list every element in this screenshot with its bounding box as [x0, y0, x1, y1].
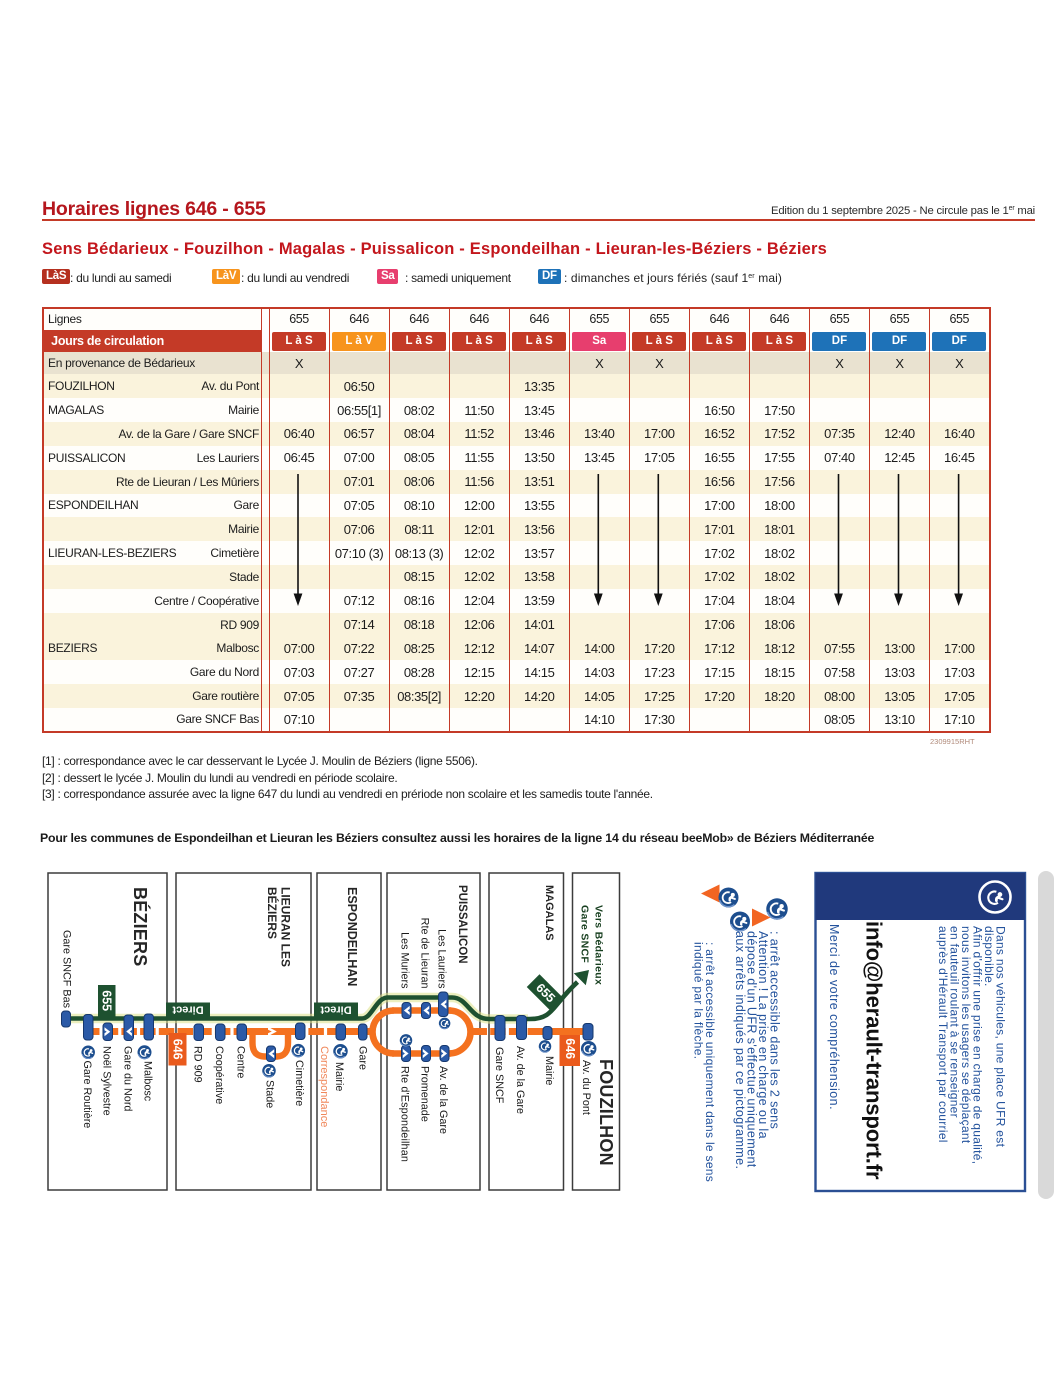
svg-text:Av. de la Gare: Av. de la Gare [514, 1046, 526, 1114]
svg-text:nous invitons les usagers se d: nous invitons les usagers se déplaçant [959, 926, 973, 1144]
svg-text:Gare SNCF: Gare SNCF [579, 905, 591, 963]
svg-text:646: 646 [563, 1038, 577, 1059]
svg-text:Dans nos véhicules, une place: Dans nos véhicules, une place UFR est [994, 926, 1008, 1148]
svg-text:Mairie: Mairie [333, 1062, 345, 1091]
svg-text:Promenade: Promenade [419, 1066, 431, 1122]
svg-text:Gare du Nord: Gare du Nord [122, 1046, 134, 1111]
svg-text:info@herault-transport.fr: info@herault-transport.fr [862, 921, 887, 1180]
svg-text:Direct: Direct [172, 1004, 204, 1016]
svg-text:Gare SNCF: Gare SNCF [493, 1047, 505, 1104]
svg-text:Noël Sylvestre: Noël Sylvestre [101, 1046, 113, 1116]
svg-text:Centre: Centre [235, 1046, 247, 1078]
svg-text:dépose d'un UFR s'effectue uni: dépose d'un UFR s'effectue uniquement [745, 931, 759, 1168]
svg-text:MAGALAS: MAGALAS [543, 885, 555, 941]
svg-text:BÉZIERS: BÉZIERS [130, 887, 151, 966]
svg-text:Mairie: Mairie [543, 1056, 555, 1085]
svg-text:Rte d'Espondeilhan: Rte d'Espondeilhan [399, 1066, 411, 1162]
svg-text:disponible.: disponible. [982, 926, 996, 987]
svg-text:Stade: Stade [264, 1080, 276, 1108]
svg-text:Coopérative: Coopérative [213, 1046, 225, 1104]
svg-text:auprès d'Hérault Transport par: auprès d'Hérault Transport par courriel [936, 926, 950, 1143]
svg-text:RD 909: RD 909 [192, 1046, 204, 1083]
svg-text:Afin d'offrir une prise en cha: Afin d'offrir une prise en charge de qua… [971, 926, 985, 1164]
svg-text:BÉZIERS: BÉZIERS [265, 887, 280, 939]
svg-text:Cimetière: Cimetière [293, 1060, 305, 1106]
svg-text:FOUZILHON: FOUZILHON [596, 1059, 616, 1166]
svg-text:en fauteuil roulant à se rense: en fauteuil roulant à se renseigner [948, 926, 962, 1118]
svg-text:Gare SNCF Bas: Gare SNCF Bas [61, 930, 73, 1009]
svg-text:PUISSALICON: PUISSALICON [456, 885, 468, 964]
svg-text:655: 655 [100, 990, 114, 1011]
svg-text:Vers Bédarieux: Vers Bédarieux [593, 905, 605, 985]
svg-text:: arrêt accessible dans les 2: : arrêt accessible dans les 2 sens [768, 931, 782, 1129]
svg-text:Les Lauriers: Les Lauriers [436, 929, 448, 989]
svg-text:Av. du Pont: Av. du Pont [580, 1060, 592, 1115]
svg-text:LIEURAN LES: LIEURAN LES [279, 887, 293, 967]
svg-text:ESPONDEILHAN: ESPONDEILHAN [345, 887, 359, 986]
svg-text:Direct: Direct [320, 1004, 352, 1016]
svg-text:aux arrêts indiqués par ce pic: aux arrêts indiqués par ce pictogramme. [733, 931, 747, 1169]
svg-text:Merci de votre compréhension.: Merci de votre compréhension. [827, 924, 841, 1110]
svg-text:Correspondance: Correspondance [318, 1046, 330, 1127]
svg-text:Les Muriers: Les Muriers [399, 932, 411, 989]
svg-text:646: 646 [171, 1039, 185, 1060]
svg-text:Gare Routière: Gare Routière [81, 1061, 93, 1129]
svg-text:Av. de la Gare: Av. de la Gare [437, 1066, 449, 1134]
svg-text:Malbosc: Malbosc [142, 1061, 154, 1102]
svg-text:: arrêt accessible uniquement: : arrêt accessible uniquement dans le se… [703, 942, 717, 1182]
svg-text:Gare: Gare [357, 1046, 369, 1070]
svg-text:Rte de Lieuran: Rte de Lieuran [419, 918, 431, 989]
svg-text:Attention ! La prise en charge: Attention ! La prise en charge ou la [756, 931, 770, 1139]
svg-text:indiqué par la flèche.: indiqué par la flèche. [692, 942, 706, 1059]
